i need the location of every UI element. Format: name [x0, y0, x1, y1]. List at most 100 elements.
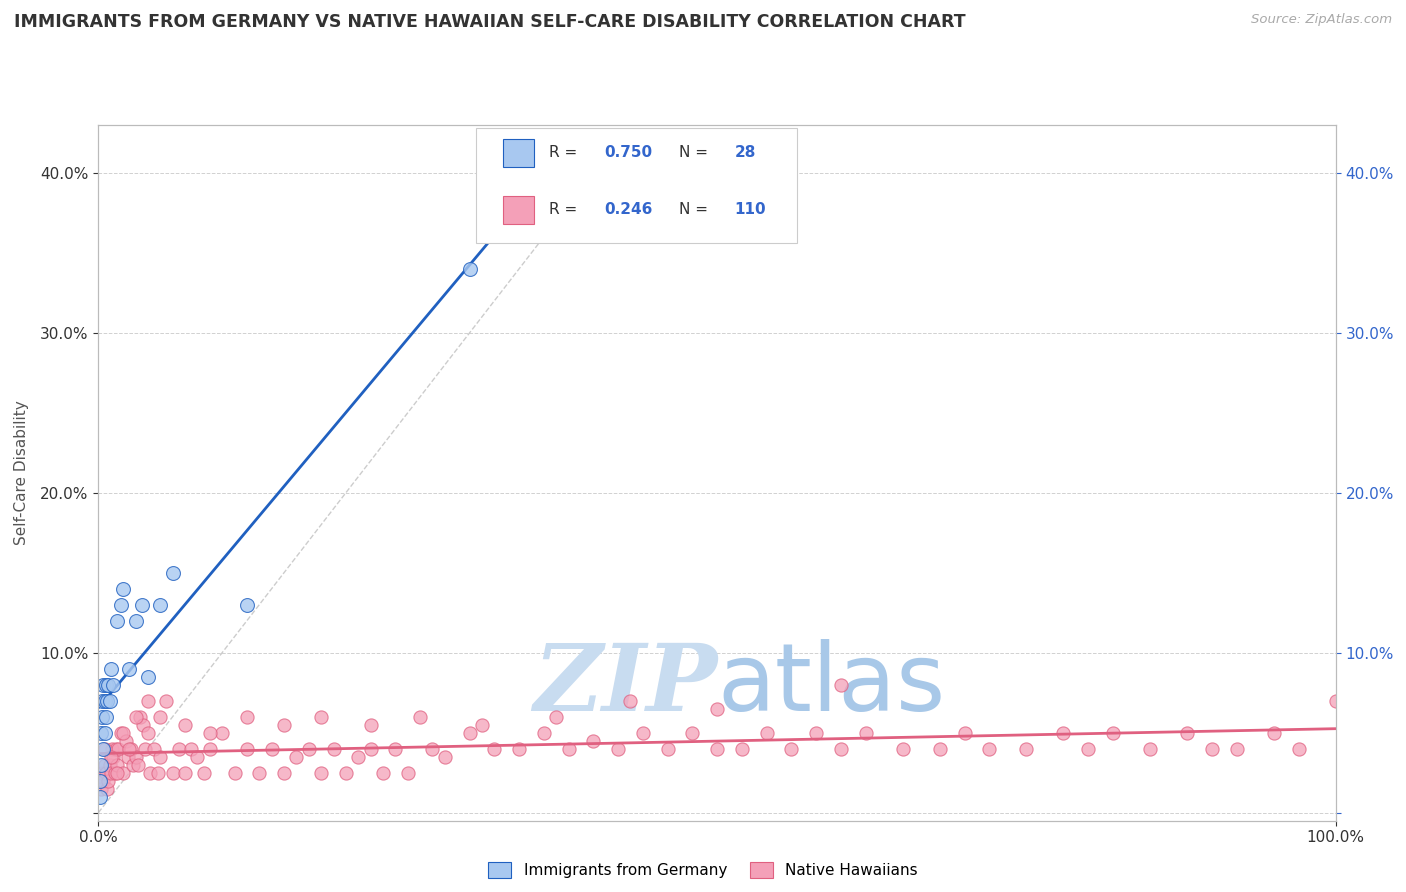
Point	[110, 725, 132, 739]
Point	[89, 789, 111, 804]
Point	[309, 709, 332, 723]
Point	[484, 741, 506, 756]
Point	[90, 781, 112, 796]
Point	[103, 765, 125, 780]
Point	[103, 749, 125, 764]
Point	[236, 598, 259, 612]
Point	[396, 765, 419, 780]
Point	[1226, 741, 1249, 756]
Point	[830, 741, 852, 756]
Point	[546, 709, 568, 723]
Point	[107, 741, 129, 756]
Point	[174, 717, 197, 731]
Point	[90, 757, 112, 772]
Point	[93, 725, 115, 739]
Point	[94, 678, 117, 692]
Point	[96, 781, 118, 796]
Point	[100, 749, 122, 764]
Point	[1102, 725, 1125, 739]
Point	[139, 765, 162, 780]
Point	[891, 741, 914, 756]
Text: N =: N =	[679, 202, 713, 218]
Point	[1077, 741, 1099, 756]
Point	[90, 725, 112, 739]
Point	[1015, 741, 1038, 756]
Point	[508, 741, 530, 756]
Point	[91, 765, 114, 780]
Point	[96, 694, 118, 708]
Point	[198, 725, 221, 739]
Point	[100, 662, 122, 676]
Point	[247, 765, 270, 780]
FancyBboxPatch shape	[503, 139, 534, 167]
Point	[101, 741, 124, 756]
Text: atlas: atlas	[717, 639, 945, 731]
Text: Source: ZipAtlas.com: Source: ZipAtlas.com	[1251, 13, 1392, 27]
Text: 110: 110	[734, 202, 766, 218]
Point	[979, 741, 1001, 756]
Point	[855, 725, 877, 739]
Point	[260, 741, 283, 756]
Point	[1139, 741, 1161, 756]
Point	[167, 741, 190, 756]
Text: R =: R =	[548, 202, 582, 218]
Point	[118, 662, 141, 676]
Point	[136, 725, 159, 739]
Point	[118, 741, 141, 756]
Point	[149, 598, 172, 612]
Point	[98, 757, 121, 772]
Point	[1175, 725, 1198, 739]
Point	[93, 741, 115, 756]
Text: IMMIGRANTS FROM GERMANY VS NATIVE HAWAIIAN SELF-CARE DISABILITY CORRELATION CHAR: IMMIGRANTS FROM GERMANY VS NATIVE HAWAII…	[14, 13, 966, 31]
Point	[471, 717, 494, 731]
Point	[93, 678, 115, 692]
Point	[149, 709, 172, 723]
Point	[273, 717, 295, 731]
Point	[174, 765, 197, 780]
Point	[91, 709, 114, 723]
Point	[117, 749, 139, 764]
Point	[928, 741, 950, 756]
Point	[193, 765, 215, 780]
Point	[93, 757, 115, 772]
Point	[105, 614, 128, 628]
Point	[422, 741, 444, 756]
Point	[124, 709, 146, 723]
Point	[100, 765, 122, 780]
Point	[347, 749, 370, 764]
Point	[533, 725, 555, 739]
Point	[433, 749, 456, 764]
Point	[93, 741, 115, 756]
Point	[458, 725, 481, 739]
Point	[124, 749, 146, 764]
Point	[120, 741, 142, 756]
Point	[360, 741, 382, 756]
Point	[706, 701, 728, 715]
Point	[371, 765, 394, 780]
Point	[129, 709, 152, 723]
Point	[162, 566, 184, 580]
FancyBboxPatch shape	[475, 128, 797, 244]
Point	[731, 741, 754, 756]
Text: 0.750: 0.750	[605, 145, 652, 161]
Point	[1263, 725, 1285, 739]
Point	[780, 741, 803, 756]
Point	[706, 741, 728, 756]
Point	[211, 725, 233, 739]
Point	[198, 741, 221, 756]
Point	[104, 741, 127, 756]
Point	[1052, 725, 1074, 739]
Point	[224, 765, 246, 780]
Text: ZIP: ZIP	[533, 640, 717, 730]
Point	[93, 694, 115, 708]
Text: 0.246: 0.246	[605, 202, 652, 218]
Point	[112, 765, 135, 780]
Point	[335, 765, 357, 780]
Point	[149, 749, 172, 764]
Point	[830, 678, 852, 692]
Point	[155, 694, 177, 708]
Point	[557, 741, 579, 756]
Point	[91, 694, 114, 708]
Point	[131, 598, 153, 612]
Point	[110, 598, 132, 612]
